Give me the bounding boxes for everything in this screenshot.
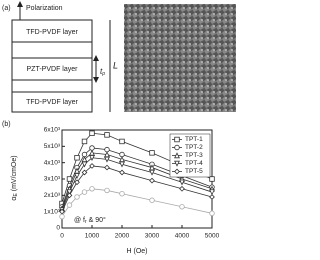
- marker: [104, 132, 110, 138]
- marker: [81, 151, 88, 158]
- y-tick-label: 3x10³: [44, 176, 61, 183]
- series-line: [61, 188, 213, 217]
- marker: [149, 169, 155, 176]
- panel-label: (b): [2, 121, 11, 128]
- layer-stack: [11, 19, 93, 113]
- panel-b: (b) H (Oe) αE (mV/cmOe) @ fr & 90° 0 1x10…: [2, 121, 220, 255]
- y-tick-label: 4x10³: [44, 159, 61, 166]
- legend-label: TPT-1: [185, 136, 203, 143]
- marker: [209, 210, 215, 216]
- marker: [66, 202, 73, 208]
- unit: (mV/cmOe): [11, 155, 18, 193]
- thickness-label: tp: [100, 67, 105, 77]
- marker: [74, 173, 80, 179]
- arrow-label: Polarization: [26, 5, 63, 12]
- subscript: r: [85, 219, 87, 225]
- marker: [104, 187, 110, 194]
- x-tick-label: 2000: [115, 233, 130, 240]
- marker: [119, 151, 125, 158]
- x-tick-label: 0: [60, 233, 64, 240]
- marker: [179, 204, 185, 210]
- annotation-text: @ f: [74, 217, 85, 224]
- marker: [119, 161, 125, 168]
- marker: [149, 150, 155, 156]
- marker: [149, 177, 155, 184]
- sem-image: [124, 4, 236, 112]
- marker: [104, 156, 110, 163]
- legend-marker: [174, 168, 180, 175]
- marker: [81, 138, 88, 145]
- figure: (a) Polarization TFD-PVDF layer PZT-PVDF…: [2, 1, 236, 255]
- marker: [149, 197, 155, 203]
- marker: [89, 130, 95, 136]
- legend-label: TPT-4: [185, 160, 203, 167]
- series-line: [61, 152, 213, 209]
- y-tick-label: 2x10³: [44, 192, 61, 199]
- marker: [74, 155, 80, 161]
- x-axis-label: H (Oe): [127, 248, 148, 255]
- marker: [119, 138, 125, 145]
- length-label: L: [113, 60, 118, 70]
- legend-marker: [174, 144, 180, 151]
- marker: [119, 190, 125, 197]
- marker: [179, 185, 185, 192]
- marker: [179, 179, 185, 186]
- legend-marker: [174, 136, 180, 143]
- panel-label: (a): [2, 5, 11, 12]
- y-axis-label: αE (mV/cmOe): [11, 155, 19, 200]
- marker: [66, 192, 73, 199]
- legend-label: TPT-2: [185, 144, 203, 151]
- annotation-text: & 90°: [87, 216, 106, 224]
- marker: [66, 176, 73, 182]
- y-tick-label: 0: [56, 225, 60, 232]
- x-tick-label: 4000: [175, 233, 190, 240]
- layer-label: TFD-PVDF layer: [26, 29, 78, 36]
- marker: [89, 145, 95, 151]
- marker: [209, 194, 215, 200]
- layer-label: TFD-PVDF layer: [26, 99, 78, 106]
- symbol: t: [100, 67, 103, 76]
- marker: [81, 161, 88, 168]
- legend-marker: [174, 160, 180, 167]
- series-line: [61, 147, 213, 207]
- legend-label: TPT-3: [185, 152, 203, 159]
- subscript: E: [13, 193, 19, 197]
- x-tick-label: 1000: [85, 233, 100, 240]
- marker: [119, 156, 125, 163]
- marker: [89, 155, 95, 161]
- y-tick-label: 6x10³: [44, 127, 61, 134]
- symbol: α: [11, 197, 18, 201]
- marker: [104, 146, 110, 153]
- marker: [81, 169, 88, 176]
- y-tick-label: 5x10³: [44, 143, 61, 150]
- subscript: p: [101, 71, 105, 77]
- legend-label: TPT-5: [185, 168, 203, 175]
- marker: [89, 186, 95, 192]
- marker: [74, 179, 80, 186]
- panel-a: (a) Polarization TFD-PVDF layer PZT-PVDF…: [2, 1, 236, 113]
- marker: [66, 189, 73, 196]
- marker: [104, 164, 110, 171]
- series-line: [61, 132, 213, 204]
- marker: [74, 194, 80, 200]
- x-tick-label: 3000: [145, 233, 160, 240]
- marker: [209, 176, 215, 182]
- x-tick-label: 5000: [205, 233, 220, 240]
- series-line: [61, 157, 213, 211]
- series-line: [61, 165, 213, 212]
- marker: [209, 189, 215, 196]
- annotation: @ fr & 90°: [74, 216, 106, 225]
- y-tick-label: 1x10³: [44, 208, 61, 215]
- marker: [59, 213, 65, 220]
- marker: [119, 169, 125, 176]
- marker: [89, 163, 95, 169]
- layer-label: PZT-PVDF layer: [27, 66, 79, 73]
- marker: [81, 189, 88, 195]
- legend-marker: [174, 152, 180, 159]
